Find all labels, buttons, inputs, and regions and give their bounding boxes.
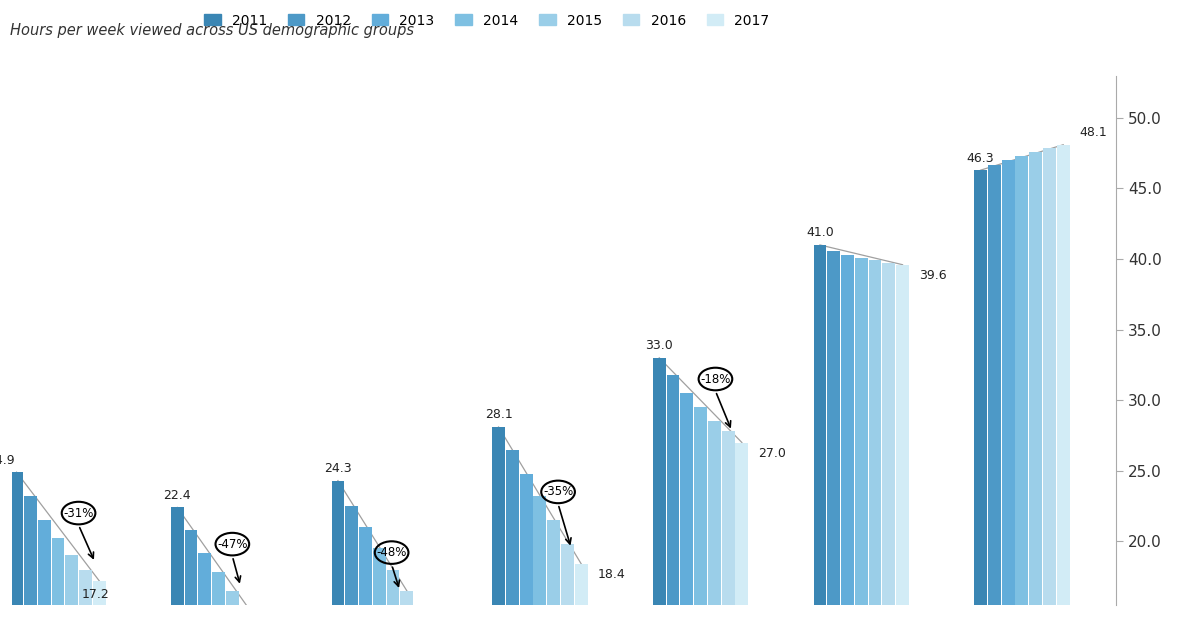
Legend: 2011, 2012, 2013, 2014, 2015, 2016, 2017: 2011, 2012, 2013, 2014, 2015, 2016, 2017 [204, 14, 769, 28]
Bar [896, 265, 908, 605]
Bar [52, 539, 65, 605]
Bar [331, 481, 344, 605]
Bar [547, 520, 560, 605]
Bar [92, 581, 106, 605]
Bar [185, 530, 198, 605]
Bar [65, 556, 78, 605]
Bar [24, 496, 37, 605]
Bar [212, 572, 224, 605]
Bar [386, 570, 400, 605]
Text: 46.3: 46.3 [967, 151, 995, 164]
Text: -48%: -48% [377, 546, 407, 559]
Bar [520, 474, 533, 605]
Text: -35%: -35% [542, 485, 574, 498]
Text: 27.0: 27.0 [758, 447, 786, 460]
Bar [721, 431, 734, 605]
Bar [1057, 145, 1069, 605]
Bar [346, 506, 358, 605]
Text: 17.2: 17.2 [82, 588, 109, 601]
Text: -47%: -47% [217, 537, 247, 551]
Text: 22.4: 22.4 [163, 489, 191, 501]
Bar [708, 421, 721, 605]
Bar [359, 527, 372, 605]
Bar [653, 358, 666, 605]
Bar [1002, 160, 1014, 605]
Bar [506, 450, 518, 605]
Bar [841, 255, 854, 605]
Text: 39.6: 39.6 [919, 269, 947, 282]
Bar [226, 591, 239, 605]
Bar [974, 170, 986, 605]
Bar [534, 496, 546, 605]
Bar [170, 507, 184, 605]
Bar [667, 375, 679, 605]
Text: 41.0: 41.0 [806, 226, 834, 239]
Bar [854, 258, 868, 605]
Bar [827, 251, 840, 605]
Text: -18%: -18% [701, 372, 731, 386]
Text: -31%: -31% [64, 507, 94, 520]
Bar [575, 564, 588, 605]
Bar [562, 544, 574, 605]
Bar [37, 520, 50, 605]
Bar [1030, 152, 1042, 605]
Bar [373, 548, 385, 605]
Bar [1015, 156, 1028, 605]
Text: 24.9: 24.9 [0, 454, 16, 466]
Text: 24.3: 24.3 [324, 462, 352, 475]
Bar [10, 472, 23, 605]
Bar [988, 164, 1001, 605]
Bar [869, 260, 882, 605]
Bar [401, 591, 413, 605]
Bar [79, 570, 92, 605]
Text: 28.1: 28.1 [485, 408, 512, 421]
Bar [882, 263, 895, 605]
Text: 18.4: 18.4 [598, 568, 625, 581]
Bar [736, 442, 749, 605]
Bar [694, 407, 707, 605]
Bar [1043, 147, 1056, 605]
Text: 48.1: 48.1 [1080, 126, 1108, 139]
Bar [198, 553, 211, 605]
Text: Hours per week viewed across US demographic groups: Hours per week viewed across US demograp… [10, 23, 414, 38]
Bar [814, 245, 827, 605]
Bar [492, 427, 505, 605]
Bar [680, 393, 694, 605]
Text: 33.0: 33.0 [646, 339, 673, 352]
